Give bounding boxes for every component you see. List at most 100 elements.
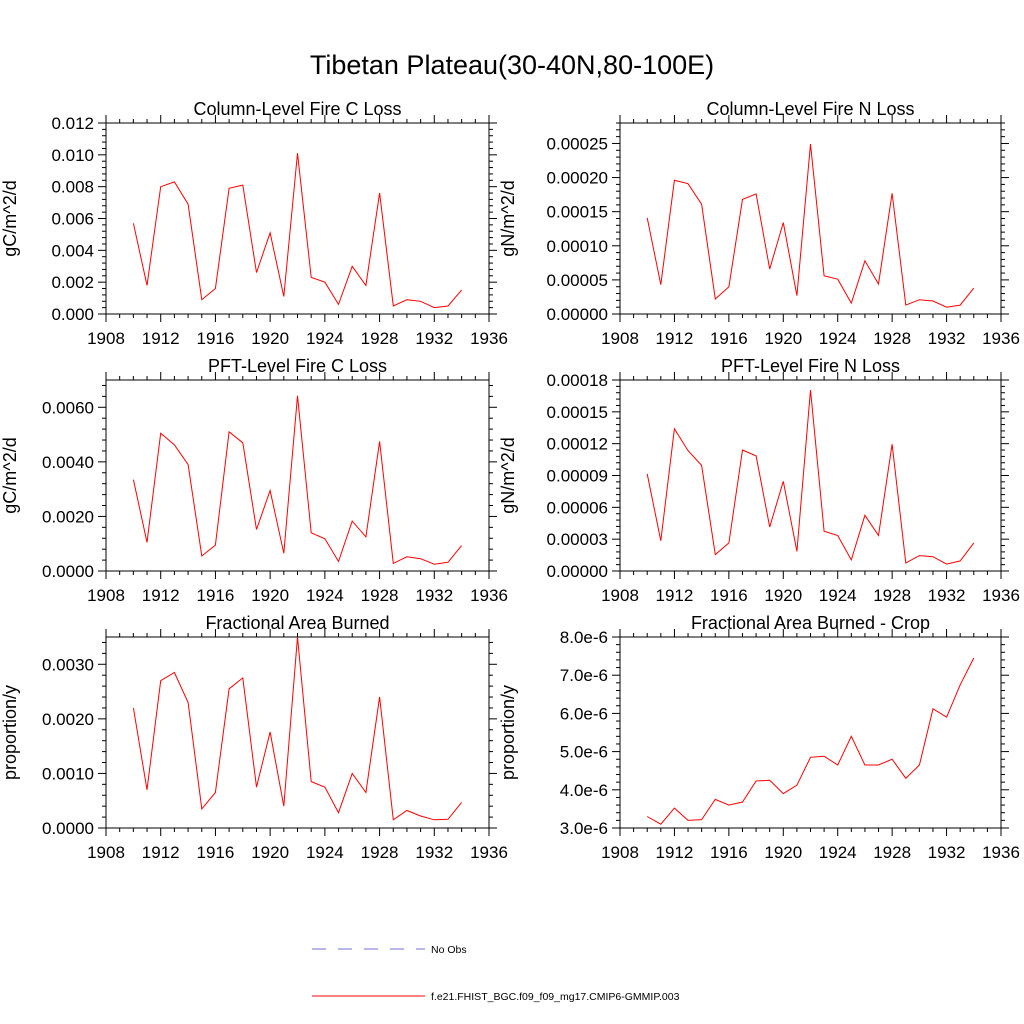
y-tick-label: 0.000 — [51, 305, 94, 324]
x-tick-label: 1936 — [982, 843, 1020, 862]
x-tick-label: 1932 — [415, 586, 453, 605]
panel-title: Fractional Area Burned - Crop — [691, 613, 930, 633]
plot-frame — [619, 379, 1002, 572]
y-tick-label: 0.00003 — [547, 530, 608, 549]
y-tick-label: 0.00005 — [547, 271, 608, 290]
y-tick-label: 0.010 — [51, 146, 94, 165]
y-tick-label: 0.00020 — [547, 169, 608, 188]
x-tick-label: 1912 — [142, 329, 180, 348]
x-tick-label: 1908 — [87, 843, 125, 862]
x-tick-label: 1932 — [415, 329, 453, 348]
x-tick-label: 1924 — [819, 329, 857, 348]
x-tick-label: 1924 — [819, 843, 857, 862]
x-tick-label: 1928 — [361, 329, 399, 348]
series-line — [646, 144, 975, 308]
plot-frame — [105, 636, 490, 829]
y-tick-label: 6.0e-6 — [560, 704, 608, 723]
panel-3: PFT-Level Fire C Loss 1908 1912 1916 1920 192… — [0, 356, 508, 605]
y-tick-label: 0.00006 — [547, 498, 608, 517]
legend-label-model-run: f.e21.FHIST_BGC.f09_f09_mg17.CMIP6-GMMIP… — [431, 991, 680, 1003]
x-tick-label: 1936 — [470, 329, 508, 348]
x-tick-label: 1936 — [470, 843, 508, 862]
y-tick-label: 0.00000 — [547, 305, 608, 324]
x-tick-label: 1908 — [601, 586, 639, 605]
panel-6: Fractional Area Burned - Crop 1908 1912 191… — [498, 613, 1020, 862]
plot-frame — [105, 379, 490, 572]
y-tick-label: 0.00015 — [547, 403, 608, 422]
x-tick-label: 1924 — [306, 329, 344, 348]
x-tick-label: 1912 — [142, 586, 180, 605]
x-tick-label: 1908 — [87, 586, 125, 605]
x-tick-label: 1908 — [601, 329, 639, 348]
y-axis-label: proportion/y — [0, 685, 20, 780]
y-tick-label: 4.0e-6 — [560, 781, 608, 800]
series-line — [646, 390, 975, 565]
y-axis-label: gC/m^2/d — [0, 437, 20, 513]
x-tick-label: 1912 — [656, 329, 694, 348]
panel-title: Column-Level Fire N Loss — [706, 99, 914, 119]
y-tick-label: 0.006 — [51, 210, 94, 229]
series-line — [132, 395, 462, 565]
panel-title: Column-Level Fire C Loss — [193, 99, 401, 119]
x-tick-label: 1932 — [928, 586, 966, 605]
x-tick-label: 1924 — [306, 843, 344, 862]
y-tick-label: 5.0e-6 — [560, 743, 608, 762]
y-axis-label: gN/m^2/d — [498, 437, 518, 513]
panel-2: Column-Level Fire N Loss 1908 1912 1916 1920… — [498, 99, 1020, 348]
x-tick-label: 1928 — [873, 329, 911, 348]
y-tick-label: 0.002 — [51, 273, 94, 292]
panel-4: PFT-Level Fire N Loss 1908 1912 1916 1920 192… — [498, 356, 1020, 605]
y-tick-label: 3.0e-6 — [560, 819, 608, 838]
x-tick-label: 1920 — [764, 329, 802, 348]
x-tick-label: 1936 — [470, 586, 508, 605]
y-tick-label: 0.0000 — [42, 562, 94, 581]
x-tick-label: 1924 — [819, 586, 857, 605]
x-tick-label: 1908 — [87, 329, 125, 348]
y-tick-label: 0.00010 — [547, 237, 608, 256]
panel-title: PFT-Level Fire N Loss — [721, 356, 900, 376]
panel-title: Fractional Area Burned — [205, 613, 389, 633]
legend: No Obs f.e21.FHIST_BGC.f09_f09_mg17.CMIP… — [312, 944, 680, 1003]
plot-frame — [105, 122, 490, 315]
x-tick-label: 1924 — [306, 586, 344, 605]
y-tick-label: 8.0e-6 — [560, 628, 608, 647]
plot-frame — [619, 636, 1002, 829]
y-tick-label: 0.004 — [51, 241, 94, 260]
legend-label-no-obs: No Obs — [431, 944, 467, 956]
series-line — [132, 153, 462, 309]
panel-5: Fractional Area Burned 1908 1912 1916 1920 19… — [0, 613, 508, 862]
y-tick-label: 0.00012 — [547, 435, 608, 454]
x-tick-label: 1920 — [251, 329, 289, 348]
y-tick-label: 0.0060 — [42, 398, 94, 417]
y-tick-label: 0.0030 — [42, 655, 94, 674]
y-tick-label: 0.0040 — [42, 453, 94, 472]
x-tick-label: 1908 — [601, 843, 639, 862]
x-tick-label: 1920 — [764, 843, 802, 862]
panel-1: Column-Level Fire C Loss 1908 1912 1916 1920… — [0, 99, 508, 348]
x-tick-label: 1932 — [928, 329, 966, 348]
y-axis-label: proportion/y — [498, 685, 518, 780]
x-tick-label: 1912 — [656, 586, 694, 605]
figure-title: Tibetan Plateau(30-40N,80-100E) — [310, 50, 714, 80]
y-tick-label: 0.00025 — [547, 134, 608, 153]
x-tick-label: 1932 — [928, 843, 966, 862]
x-tick-label: 1916 — [197, 329, 235, 348]
x-tick-label: 1916 — [197, 843, 235, 862]
y-axis-label: gN/m^2/d — [498, 180, 518, 256]
y-tick-label: 0.00000 — [547, 562, 608, 581]
x-tick-label: 1928 — [361, 843, 399, 862]
y-tick-label: 7.0e-6 — [560, 666, 608, 685]
x-tick-label: 1916 — [710, 329, 748, 348]
y-tick-label: 0.0000 — [42, 819, 94, 838]
plot-frame — [619, 122, 1002, 315]
y-axis-label: gC/m^2/d — [0, 180, 20, 256]
x-tick-label: 1928 — [361, 586, 399, 605]
x-tick-label: 1920 — [764, 586, 802, 605]
x-tick-label: 1920 — [251, 843, 289, 862]
y-tick-label: 0.008 — [51, 178, 94, 197]
x-tick-label: 1928 — [873, 586, 911, 605]
y-tick-label: 0.0010 — [42, 764, 94, 783]
panels-grid: Column-Level Fire C Loss 1908 1912 1916 1920… — [0, 99, 1020, 862]
panel-title: PFT-Level Fire C Loss — [208, 356, 387, 376]
